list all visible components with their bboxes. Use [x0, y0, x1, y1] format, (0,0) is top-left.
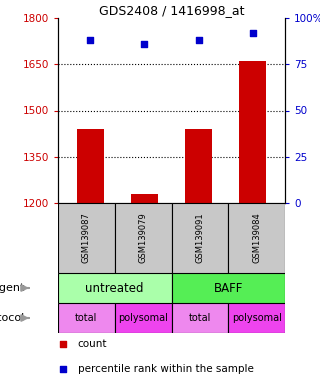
Bar	[115, 203, 172, 273]
Text: polysomal: polysomal	[118, 313, 168, 323]
Text: untreated: untreated	[85, 281, 144, 295]
Text: polysomal: polysomal	[232, 313, 282, 323]
Text: GSM139084: GSM139084	[252, 213, 261, 263]
Bar	[58, 273, 172, 303]
Bar	[228, 203, 285, 273]
Text: GSM139091: GSM139091	[196, 213, 204, 263]
Bar	[172, 303, 228, 333]
Point	[88, 37, 93, 43]
Bar	[228, 303, 285, 333]
Point	[61, 341, 66, 347]
Bar	[239, 61, 266, 203]
Bar	[172, 273, 285, 303]
Point	[196, 37, 201, 43]
Text: count: count	[78, 339, 107, 349]
Point	[61, 366, 66, 372]
Text: total: total	[189, 313, 211, 323]
Bar	[115, 303, 172, 333]
Point	[250, 30, 255, 36]
Text: percentile rank within the sample: percentile rank within the sample	[78, 364, 253, 374]
Bar	[77, 129, 104, 203]
Bar	[58, 203, 115, 273]
Text: BAFF: BAFF	[213, 281, 243, 295]
Bar	[131, 194, 158, 203]
Bar	[185, 129, 212, 203]
Title: GDS2408 / 1416998_at: GDS2408 / 1416998_at	[99, 4, 244, 17]
Text: agent: agent	[0, 283, 24, 293]
Bar	[58, 303, 115, 333]
Text: total: total	[75, 313, 98, 323]
Text: GSM139087: GSM139087	[82, 213, 91, 263]
Text: protocol: protocol	[0, 313, 24, 323]
Text: GSM139079: GSM139079	[139, 213, 148, 263]
Point	[142, 41, 147, 47]
Bar	[172, 203, 228, 273]
